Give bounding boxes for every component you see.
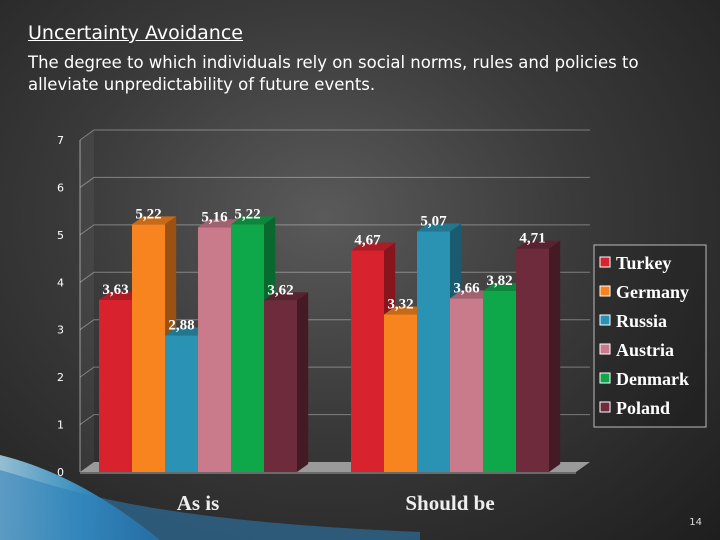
legend-box xyxy=(593,244,707,428)
legend-swatch xyxy=(599,285,611,297)
data-label-denmark: 3,82 xyxy=(486,273,512,289)
legend-label-poland: Poland xyxy=(616,398,670,418)
y-tick-label: 7 xyxy=(57,134,64,147)
data-label-austria: 3,66 xyxy=(453,280,480,296)
gridline xyxy=(79,176,590,188)
chart-floor-edge xyxy=(80,472,576,474)
y-tick-label: 2 xyxy=(57,371,64,384)
y-tick-label: 0 xyxy=(57,466,64,479)
data-label-denmark: 5,22 xyxy=(234,206,260,222)
decorative-swoosh xyxy=(0,455,420,540)
y-tick-label: 6 xyxy=(57,181,64,194)
legend-label-denmark: Denmark xyxy=(616,369,689,389)
legend-swatch xyxy=(599,314,611,326)
data-label-turkey: 4,67 xyxy=(354,233,381,249)
legend-swatch xyxy=(599,256,611,268)
slide-subtitle: The degree to which individuals rely on … xyxy=(28,53,639,94)
gridline xyxy=(79,129,590,141)
gridline xyxy=(79,224,590,236)
legend-label-germany: Germany xyxy=(616,282,689,302)
legend-swatch xyxy=(599,343,611,355)
y-tick-label: 5 xyxy=(57,229,64,242)
data-label-turkey: 3,63 xyxy=(102,282,128,298)
chart-side-wall xyxy=(80,130,94,472)
bar-poland-1 xyxy=(516,240,561,472)
y-tick-label: 1 xyxy=(57,419,64,432)
data-label-germany: 3,32 xyxy=(387,297,413,313)
data-label-poland: 3,62 xyxy=(267,282,293,298)
y-tick-label: 3 xyxy=(57,324,64,337)
data-label-germany: 5,22 xyxy=(135,206,161,222)
page-number: 14 xyxy=(689,517,702,528)
legend-label-turkey: Turkey xyxy=(616,253,671,273)
data-label-poland: 4,71 xyxy=(519,231,545,247)
y-tick-label: 4 xyxy=(57,276,64,289)
bar-poland-0 xyxy=(264,292,309,472)
legend-swatch xyxy=(599,372,611,384)
data-label-russia: 2,88 xyxy=(168,317,194,333)
slide-title: Uncertainty Avoidance xyxy=(28,22,243,44)
legend-label-austria: Austria xyxy=(616,340,674,360)
x-category-label: Should be xyxy=(405,491,494,515)
x-category-label: As is xyxy=(177,491,220,515)
legend-swatch xyxy=(599,401,611,413)
data-label-russia: 5,07 xyxy=(420,214,447,230)
legend-label-russia: Russia xyxy=(616,311,667,331)
data-label-austria: 5,16 xyxy=(201,209,228,225)
